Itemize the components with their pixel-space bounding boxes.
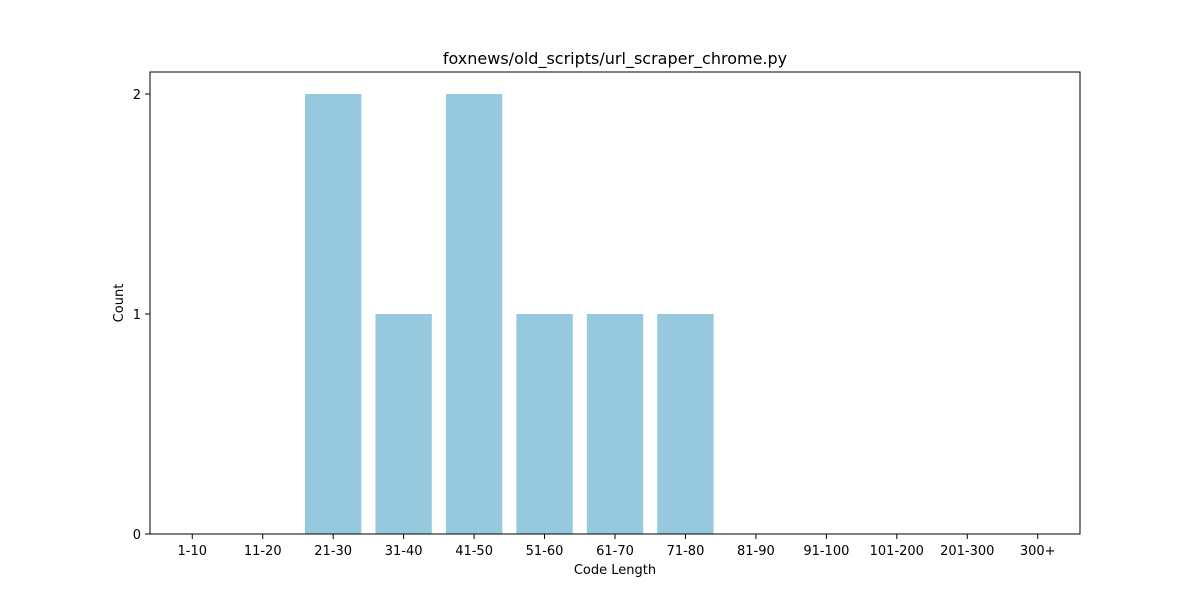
bar-31-40 <box>375 314 432 534</box>
x-tick-label: 61-70 <box>596 544 634 559</box>
x-tick-label: 11-20 <box>244 544 282 559</box>
x-tick-label: 21-30 <box>314 544 352 559</box>
x-tick-label: 31-40 <box>385 544 423 559</box>
x-tick-label: 300+ <box>1020 544 1056 559</box>
x-tick-label: 51-60 <box>526 544 564 559</box>
y-axis-label: Count <box>112 284 127 323</box>
x-ticks: 1-10 11-20 21-30 31-40 41-50 51-60 61-70 71-80 8… <box>178 534 1056 559</box>
x-tick-label: 81-90 <box>737 544 775 559</box>
y-tick-label: 2 <box>133 88 141 103</box>
bar-41-50 <box>445 94 503 534</box>
bar-71-80 <box>657 314 714 534</box>
bar-51-60 <box>516 314 573 534</box>
x-tick-label: 101-200 <box>870 544 924 559</box>
x-tick-label: 91-100 <box>803 544 849 559</box>
y-tick-label: 1 <box>133 308 141 323</box>
bar-21-30 <box>305 94 362 534</box>
y-tick-label: 0 <box>133 528 141 543</box>
x-tick-label: 71-80 <box>667 544 705 559</box>
y-ticks: 0 1 2 <box>133 88 150 543</box>
chart-title: foxnews/old_scripts/url_scraper_chrome.p… <box>443 49 787 69</box>
x-tick-label: 1-10 <box>178 544 208 559</box>
bar-61-70 <box>586 314 644 534</box>
x-tick-label: 41-50 <box>455 544 493 559</box>
x-tick-label: 201-300 <box>940 544 994 559</box>
x-axis-label: Code Length <box>574 563 656 578</box>
bars-layer <box>305 94 714 534</box>
